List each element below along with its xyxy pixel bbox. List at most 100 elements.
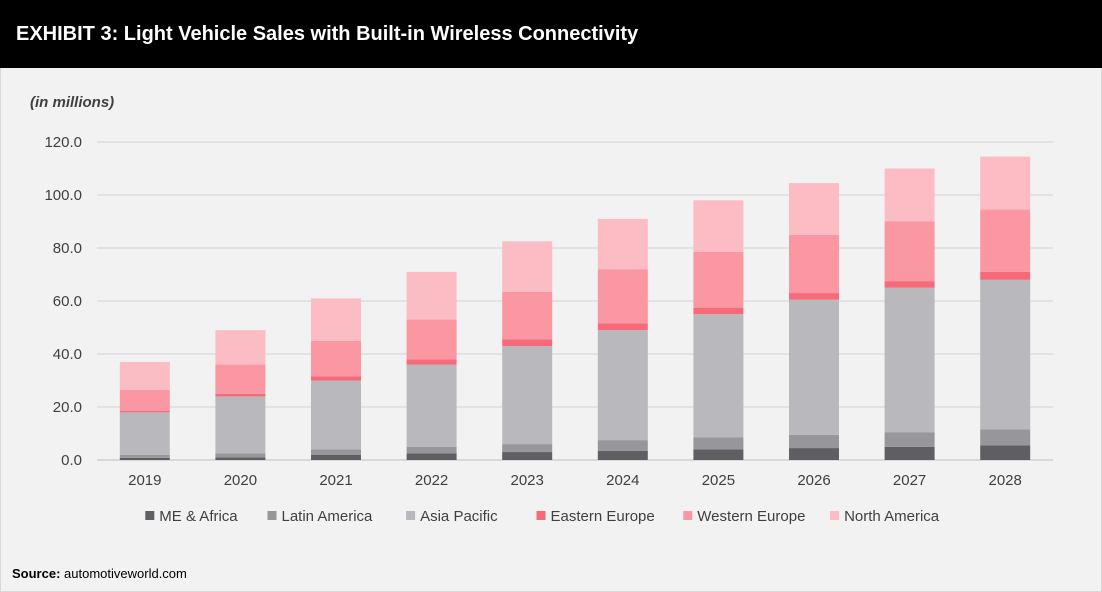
bar-segment [502, 444, 553, 453]
bar-segment [693, 437, 744, 450]
bar-segment [406, 319, 457, 360]
x-tick-label: 2023 [511, 472, 544, 489]
title-bar: EXHIBIT 3: Light Vehicle Sales with Buil… [0, 0, 1102, 68]
legend-swatch [683, 511, 693, 520]
bar-segment [980, 156, 1031, 210]
bar-segment [693, 251, 744, 308]
bar-segment [597, 218, 648, 270]
bar-segment [311, 340, 361, 377]
source-text: automotiveworld.com [64, 566, 187, 581]
bar-segment [789, 448, 839, 460]
bar-segment [693, 314, 744, 438]
chart-title: EXHIBIT 3: Light Vehicle Sales with Buil… [16, 23, 639, 45]
bar-segment [406, 359, 457, 365]
legend-label: North America [844, 508, 940, 525]
bar-segment [980, 279, 1031, 430]
legend-label: Eastern Europe [551, 508, 655, 525]
x-tick-label: 2026 [797, 472, 830, 489]
y-tick-label: 20.0 [53, 399, 82, 416]
bar-segment [693, 200, 744, 252]
source-note: Source: automotiveworld.com [12, 566, 187, 581]
bar-segment [597, 269, 648, 324]
bar-segment [215, 396, 266, 454]
bar-segment [884, 281, 935, 288]
x-tick-label: 2028 [989, 472, 1022, 489]
bar-segment [884, 221, 935, 282]
x-tick-label: 2024 [606, 472, 639, 489]
bar-segment [502, 241, 553, 292]
bar-segment [406, 453, 457, 460]
x-tick-label: 2025 [702, 472, 735, 489]
y-tick-label: 40.0 [53, 346, 82, 363]
bar-segment [693, 307, 744, 315]
bar-segment [789, 293, 839, 300]
bar-segment [215, 457, 266, 460]
bar-segment [884, 432, 935, 447]
bar-segment [884, 168, 935, 222]
bar-segment [502, 291, 553, 340]
bar-segment [406, 446, 457, 454]
bar-segment [789, 299, 839, 435]
bar-segment [119, 389, 170, 411]
bar-segment [406, 364, 457, 447]
bar-segment [980, 271, 1031, 280]
bar-segment [597, 450, 648, 460]
legend-label: Latin America [282, 508, 374, 525]
legend-swatch [536, 511, 546, 520]
bar-segment [119, 410, 170, 413]
bar-segment [980, 429, 1031, 446]
x-tick-label: 2021 [319, 472, 352, 489]
y-tick-label: 120.0 [44, 134, 82, 151]
x-tick-label: 2020 [224, 472, 257, 489]
bar-segment [884, 446, 935, 460]
bar-segment [215, 393, 266, 397]
bar-segment [789, 234, 839, 294]
bar-segment [597, 330, 648, 441]
bar-segment [597, 323, 648, 331]
bar-segment [980, 209, 1031, 272]
bar-segment [502, 339, 553, 347]
bar-segment [789, 183, 839, 235]
legend-swatch [145, 511, 155, 520]
x-tick-label: 2027 [893, 472, 926, 489]
y-tick-label: 60.0 [53, 293, 82, 310]
bar-segment [311, 298, 361, 341]
x-tick-label: 2022 [415, 472, 448, 489]
bar-segment [119, 361, 170, 390]
bar-segment [215, 453, 266, 458]
bar-segment [502, 452, 553, 460]
source-label: Source: [12, 566, 61, 581]
bar-segment [119, 454, 170, 458]
bar-segment [119, 412, 170, 455]
unit-label: (in millions) [30, 94, 114, 111]
legend-label: Asia Pacific [420, 508, 498, 525]
y-tick-label: 0.0 [61, 452, 82, 469]
bar-segment [502, 346, 553, 445]
bar-segment [311, 376, 361, 381]
bar-segment [119, 457, 170, 460]
legend-label: Western Europe [697, 508, 805, 525]
bar-segment [311, 380, 361, 450]
y-tick-label: 80.0 [53, 240, 82, 257]
bars [119, 156, 1031, 460]
legend-swatch [406, 511, 416, 520]
bar-segment [980, 445, 1031, 460]
x-tick-label: 2019 [128, 472, 161, 489]
legend-label: ME & Africa [159, 508, 238, 525]
bar-segment [406, 271, 457, 320]
bar-segment [789, 434, 839, 449]
bar-segment [693, 449, 744, 460]
bar-segment [311, 449, 361, 455]
legend: ME & Africa Latin America Asia Pacific East… [145, 508, 940, 525]
bar-segment [215, 330, 266, 365]
legend-swatch [267, 511, 277, 520]
bar-segment [597, 440, 648, 451]
y-tick-label: 100.0 [44, 187, 82, 204]
legend-swatch [830, 511, 840, 520]
y-axis-ticks: 0.0 20.0 40.0 60.0 80.0 100.0 120.0 [44, 134, 82, 469]
bar-segment [311, 454, 361, 460]
bar-segment [884, 287, 935, 433]
bar-segment [215, 364, 266, 394]
x-axis-ticks: 2019 2020 2021 2022 2023 2024 2025 2026 2027 2028 [128, 472, 1022, 489]
